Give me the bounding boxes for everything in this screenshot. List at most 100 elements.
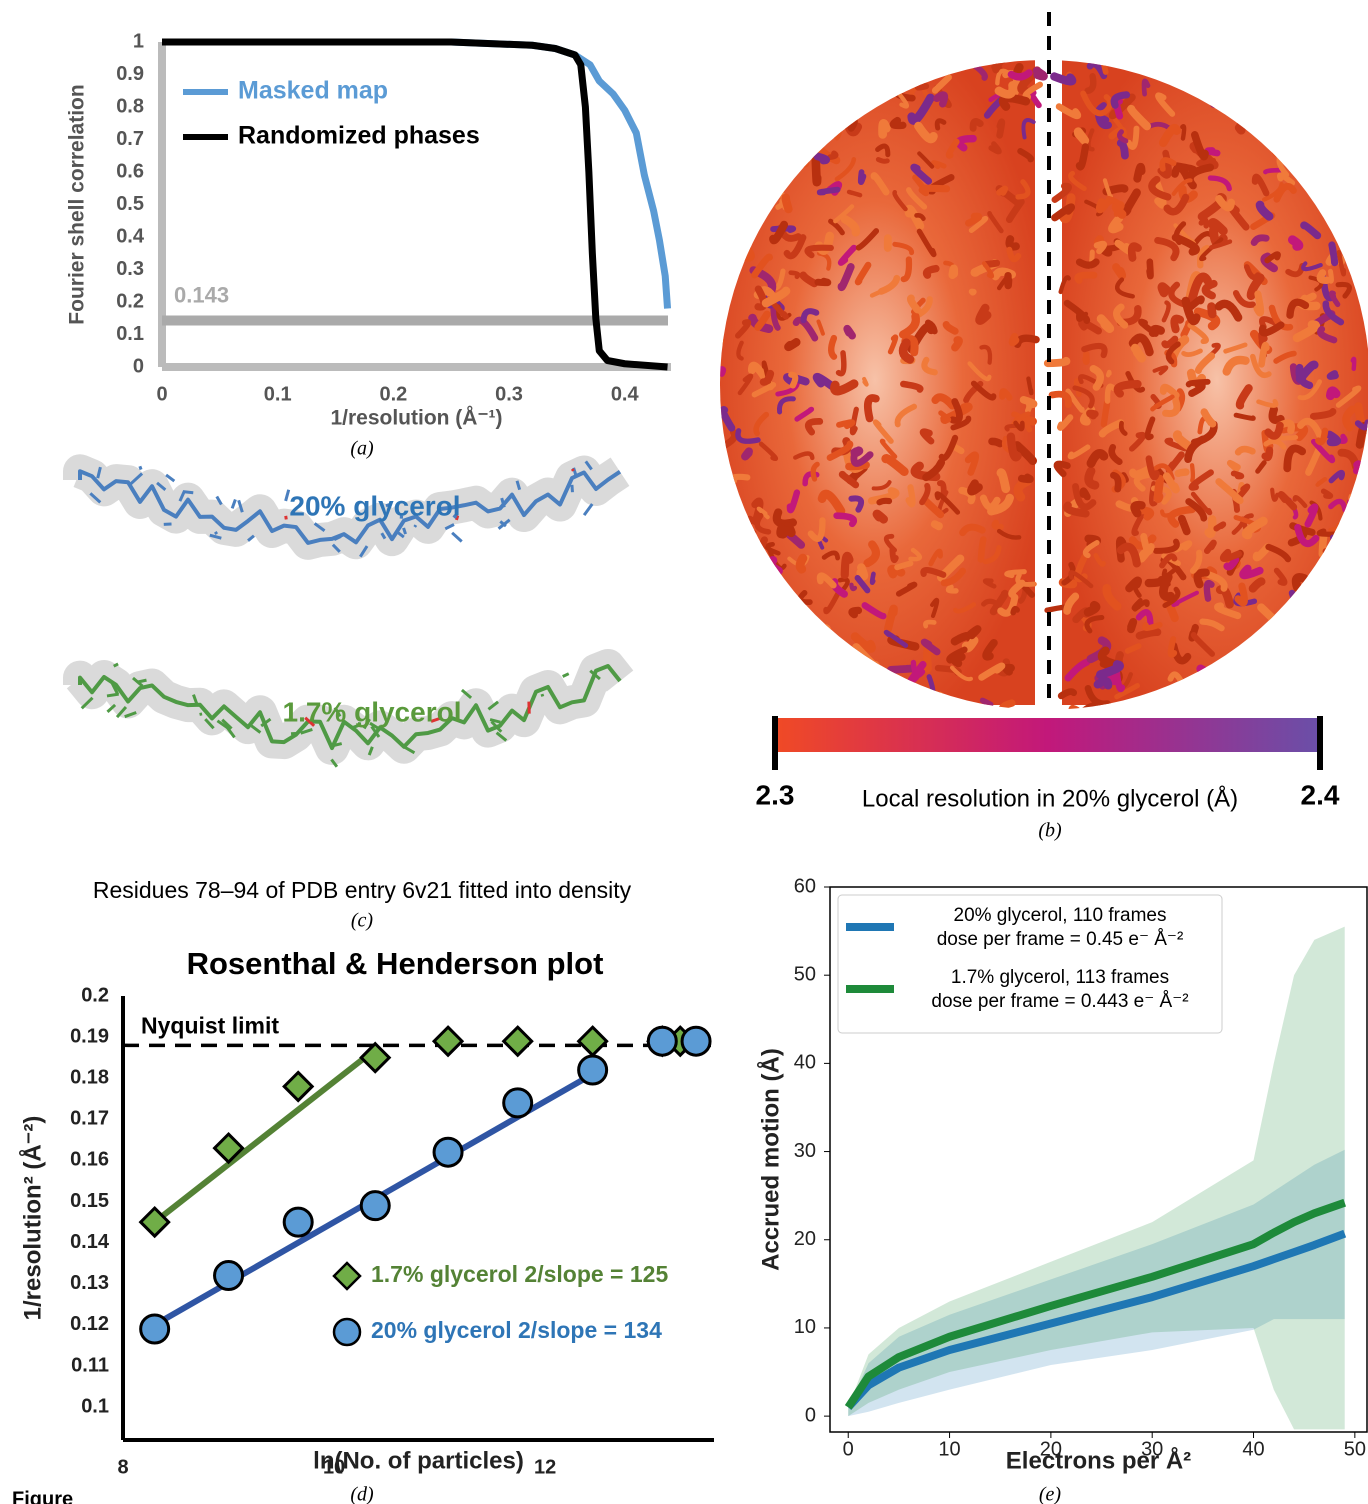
side-chain <box>563 674 569 677</box>
density-strand <box>1337 218 1348 234</box>
circle-point <box>682 1027 710 1055</box>
density-strand <box>794 143 799 155</box>
density-strand <box>1265 170 1281 172</box>
density-strand <box>1298 162 1318 164</box>
legend-label: 20% glycerol 2/slope = 134 <box>371 1317 662 1343</box>
legend-label: 20% glycerol, 110 frames <box>954 905 1167 926</box>
density-strand <box>1331 599 1349 601</box>
density-strand <box>761 146 768 148</box>
density-strand <box>1334 193 1339 209</box>
density-strand <box>1306 688 1314 697</box>
density-strand <box>1353 359 1354 369</box>
density-strand <box>775 88 784 98</box>
density-strand <box>824 628 827 645</box>
density-strand <box>1361 158 1368 175</box>
density-strand <box>708 134 722 150</box>
density-strand <box>816 160 817 182</box>
side-chain <box>114 664 118 666</box>
density-strand <box>831 129 839 137</box>
density-strand <box>1241 111 1252 120</box>
circle-point <box>579 1056 607 1084</box>
density-strand <box>1256 58 1280 69</box>
density-strand <box>1201 669 1208 675</box>
density-strand <box>1343 607 1346 621</box>
colorbar-max: 2.4 <box>1301 779 1340 810</box>
density-strand <box>981 540 983 560</box>
density-strand <box>1216 524 1223 528</box>
density-strand <box>854 451 859 454</box>
density-strand <box>999 188 1005 192</box>
legend-marker <box>334 1263 360 1289</box>
density-strand <box>724 524 733 538</box>
diamond-point <box>504 1027 532 1055</box>
density-map <box>705 48 1368 724</box>
density-strand <box>738 519 751 524</box>
density-strand <box>802 81 808 87</box>
density-strand <box>1037 71 1044 76</box>
y-tick-label: 0.5 <box>116 193 144 215</box>
threshold-label: 0.143 <box>174 282 229 307</box>
density-strand <box>1225 59 1236 66</box>
density-strand <box>1322 633 1337 639</box>
density-strand <box>1333 564 1353 567</box>
density-strand <box>755 699 759 711</box>
density-strand <box>759 112 773 120</box>
x-tick-label: 12 <box>534 1456 556 1478</box>
density-strand <box>1230 463 1238 469</box>
density-strand <box>1292 240 1298 246</box>
density-strand <box>1350 501 1359 518</box>
density-strand <box>818 281 828 282</box>
density-strand <box>1002 703 1012 713</box>
density-strand <box>1002 391 1009 397</box>
y-tick-label: 0.17 <box>70 1108 109 1130</box>
density-strand <box>1358 549 1360 568</box>
side-chain <box>140 466 141 469</box>
density-strand <box>1162 287 1166 293</box>
density-strand <box>935 524 939 526</box>
density-strand <box>1355 497 1366 508</box>
density-strand <box>864 69 872 79</box>
density-strand <box>979 308 987 321</box>
side-chain <box>286 490 289 501</box>
density-strand <box>861 568 864 577</box>
density-strand <box>1083 491 1087 497</box>
density-strand <box>1061 692 1073 696</box>
x-axis-label: 1/resolution (Å⁻¹) <box>330 406 502 430</box>
density-strand <box>823 644 827 652</box>
density-strand <box>1001 473 1006 489</box>
side-chain <box>232 500 235 509</box>
legend-label: dose per frame = 0.443 e⁻ Å⁻² <box>931 991 1188 1012</box>
density-strand <box>987 263 997 264</box>
x-tick-label: 0 <box>156 383 167 405</box>
density-strand <box>918 84 926 88</box>
density-strand <box>1000 122 1002 136</box>
density-strand <box>1334 654 1337 659</box>
density-strand <box>843 68 849 79</box>
density-strand <box>1341 224 1349 236</box>
density-strand <box>800 641 810 645</box>
side-chain <box>200 714 203 715</box>
density-strand <box>1276 119 1295 139</box>
density-strand <box>1022 477 1030 479</box>
x-tick-label: 0.2 <box>379 383 407 405</box>
density-strand <box>1079 262 1096 265</box>
density-strand <box>747 532 754 536</box>
density-strand <box>925 188 947 189</box>
density-strand <box>886 696 891 707</box>
side-chain <box>452 533 462 542</box>
density-strand <box>1208 150 1218 153</box>
density-strand <box>991 144 999 152</box>
model-label: 20% glycerol <box>289 490 460 521</box>
y-tick-label: 0.11 <box>71 1354 109 1376</box>
colorbar-min: 2.3 <box>756 779 795 810</box>
density-strand <box>1285 69 1297 92</box>
x-tick-label: 10 <box>938 1438 960 1460</box>
density-strand <box>1150 262 1151 276</box>
side-chain <box>215 532 217 534</box>
density-strand <box>729 592 739 606</box>
density-strand <box>720 566 737 579</box>
density-strand <box>1310 666 1322 671</box>
density-strand <box>1167 690 1184 700</box>
density-strand <box>1097 244 1104 251</box>
side-chain <box>286 516 287 520</box>
